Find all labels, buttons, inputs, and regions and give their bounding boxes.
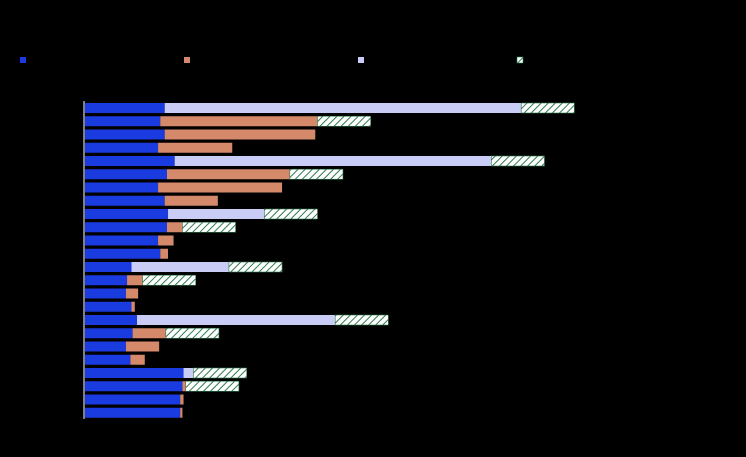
bar-segment-s2-row-14 xyxy=(127,275,143,286)
bar-segment-s2-row-18 xyxy=(132,328,166,339)
legend-swatch-s2 xyxy=(184,57,190,63)
legend-swatch-s1 xyxy=(20,57,26,63)
bar-segment-s2-row-19 xyxy=(125,341,160,352)
bar-segment-s1-row-23 xyxy=(85,394,181,405)
bar-segment-s1-row-19 xyxy=(85,341,126,352)
bar-segment-s3-row-13 xyxy=(131,262,229,272)
bar-segment-s1-row-2 xyxy=(85,116,161,127)
bar-segment-s4-row-21 xyxy=(193,367,247,379)
bar-segment-s3-row-1 xyxy=(164,103,522,113)
bar-segment-s1-row-21 xyxy=(85,368,184,378)
bar-segment-s2-row-15 xyxy=(125,288,139,299)
bar-segment-s4-row-18 xyxy=(165,327,220,339)
bar-segment-s3-row-17 xyxy=(137,315,336,325)
bar-segment-s2-row-22 xyxy=(182,381,186,392)
bar-segment-s1-row-12 xyxy=(85,248,161,259)
bar-segment-s2-row-12 xyxy=(160,248,169,259)
bar-segment-s1-row-16 xyxy=(85,301,132,312)
bar-segment-s1-row-13 xyxy=(85,262,132,272)
bar-segment-s4-row-14 xyxy=(142,274,197,286)
bar-segment-s2-row-4 xyxy=(158,142,233,153)
bar-segment-s1-row-14 xyxy=(85,275,128,286)
bar-segment-s3-row-5 xyxy=(174,156,492,166)
bar-segment-s4-row-10 xyxy=(182,221,236,233)
bar-segment-s3-row-9 xyxy=(168,209,265,219)
bar-segment-s2-row-2 xyxy=(160,116,318,127)
bar-segment-s1-row-8 xyxy=(85,195,165,206)
bar-segment-s2-row-24 xyxy=(180,407,183,418)
bar-segment-s2-row-23 xyxy=(180,394,184,405)
bar-segment-s1-row-17 xyxy=(85,315,138,325)
bar-segment-s1-row-6 xyxy=(85,169,167,180)
bar-segment-s1-row-5 xyxy=(85,156,175,166)
chart-legend xyxy=(20,56,524,64)
legend-swatch-s4 xyxy=(516,56,524,64)
bar-segment-s4-row-9 xyxy=(264,208,318,220)
bar-segment-s2-row-11 xyxy=(158,235,174,246)
bars-area xyxy=(85,102,575,418)
bar-segment-s1-row-11 xyxy=(85,235,159,246)
bar-segment-s4-row-6 xyxy=(289,168,344,180)
bar-segment-s1-row-3 xyxy=(85,129,165,140)
bar-segment-s1-row-10 xyxy=(85,222,167,233)
bar-segment-s2-row-16 xyxy=(131,301,135,312)
bar-segment-s1-row-1 xyxy=(85,103,165,113)
bar-segment-s1-row-22 xyxy=(85,381,183,392)
bar-segment-s2-row-6 xyxy=(166,169,290,180)
bar-segment-s4-row-1 xyxy=(520,102,575,114)
bar-segment-s1-row-24 xyxy=(85,407,181,418)
bar-segment-s1-row-15 xyxy=(85,288,126,299)
bar-segment-s2-row-7 xyxy=(158,182,283,193)
bar-segment-s2-row-3 xyxy=(164,129,316,140)
bar-segment-s2-row-10 xyxy=(166,222,183,233)
legend-swatch-s3 xyxy=(358,57,364,63)
bar-segment-s4-row-17 xyxy=(334,314,389,326)
bar-segment-s1-row-18 xyxy=(85,328,133,339)
bar-segment-s4-row-22 xyxy=(185,380,240,392)
bar-segment-s1-row-20 xyxy=(85,354,131,365)
bar-segment-s2-row-20 xyxy=(130,354,145,365)
bar-segment-s1-row-4 xyxy=(85,142,159,153)
bar-segment-s4-row-13 xyxy=(228,261,283,273)
bar-segment-s3-row-21 xyxy=(183,368,194,378)
bar-segment-s2-row-8 xyxy=(164,195,218,206)
bar-segment-s4-row-2 xyxy=(317,115,371,127)
bar-segment-s1-row-7 xyxy=(85,182,159,193)
bar-segment-s4-row-5 xyxy=(491,155,545,167)
bar-segment-s1-row-9 xyxy=(85,209,169,219)
